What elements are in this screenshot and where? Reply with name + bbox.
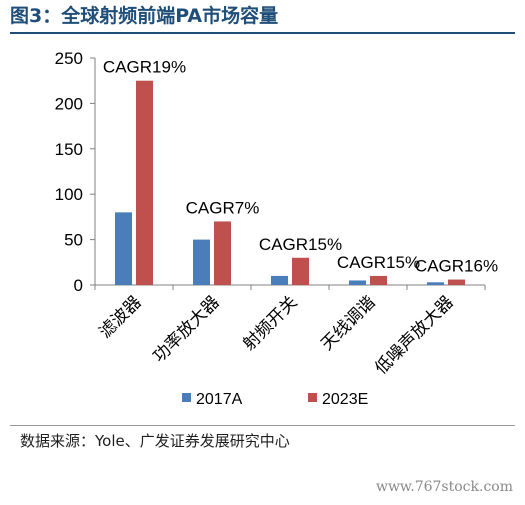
cagr-annotation: CAGR15% (259, 235, 342, 254)
y-tick-label: 0 (74, 276, 83, 295)
y-tick-label: 100 (55, 185, 83, 204)
legend-swatch (182, 393, 191, 402)
chart-legend: 2017A 2023E (182, 391, 368, 408)
footer-divider (10, 425, 515, 426)
legend-label: 2023E (322, 391, 368, 408)
chart-annotations: CAGR19%CAGR7%CAGR15%CAGR15%CAGR16% (103, 58, 498, 276)
title-divider (10, 32, 515, 34)
bar-2017A-1 (193, 239, 210, 285)
y-tick-label: 200 (55, 94, 83, 113)
bar-2017A-4 (427, 282, 444, 285)
legend-swatch (308, 393, 317, 402)
bar-2023E-1 (214, 221, 231, 285)
bar-2017A-2 (271, 275, 288, 285)
y-tick-label: 250 (55, 49, 83, 68)
bar-2023E-4 (448, 279, 465, 285)
cagr-annotation: CAGR7% (186, 198, 260, 217)
y-tick-label: 50 (64, 231, 83, 250)
chart-bars (115, 80, 465, 285)
chart-title: 图3：全球射频前端PA市场容量 (10, 5, 279, 27)
category-label: 射频开关 (239, 292, 301, 354)
category-label: 滤波器 (95, 292, 145, 342)
category-label: 天线调谐 (317, 292, 379, 354)
bar-2017A-3 (349, 280, 366, 285)
cagr-annotation: CAGR19% (103, 58, 186, 77)
legend-label: 2017A (196, 391, 243, 408)
bar-2023E-3 (370, 275, 387, 285)
bar-2023E-2 (292, 257, 309, 285)
cagr-annotation: CAGR15% (337, 253, 420, 272)
category-label: 功率放大器 (149, 292, 223, 366)
category-label: 低噪声放大器 (371, 292, 457, 378)
cagr-annotation: CAGR16% (415, 257, 498, 276)
watermark: www.767stock.com (375, 479, 513, 495)
bar-2023E-0 (136, 80, 153, 285)
source-note: 数据来源：Yole、广发证券发展研究中心 (20, 432, 290, 450)
y-tick-label: 150 (55, 140, 83, 159)
bar-2017A-0 (115, 212, 132, 285)
